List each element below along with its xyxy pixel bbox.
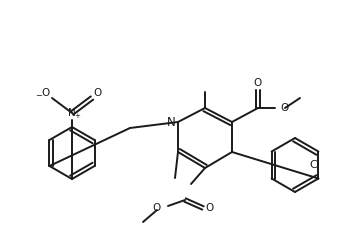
Text: O: O (205, 203, 213, 213)
Text: −: − (35, 91, 42, 101)
Text: O: O (42, 88, 50, 98)
Text: N: N (167, 115, 175, 129)
Text: N: N (68, 108, 76, 118)
Text: Cl: Cl (309, 161, 320, 171)
Text: O: O (153, 203, 161, 213)
Text: O: O (94, 88, 102, 98)
Text: O: O (280, 103, 288, 113)
Text: O: O (254, 78, 262, 88)
Text: +: + (74, 113, 80, 119)
